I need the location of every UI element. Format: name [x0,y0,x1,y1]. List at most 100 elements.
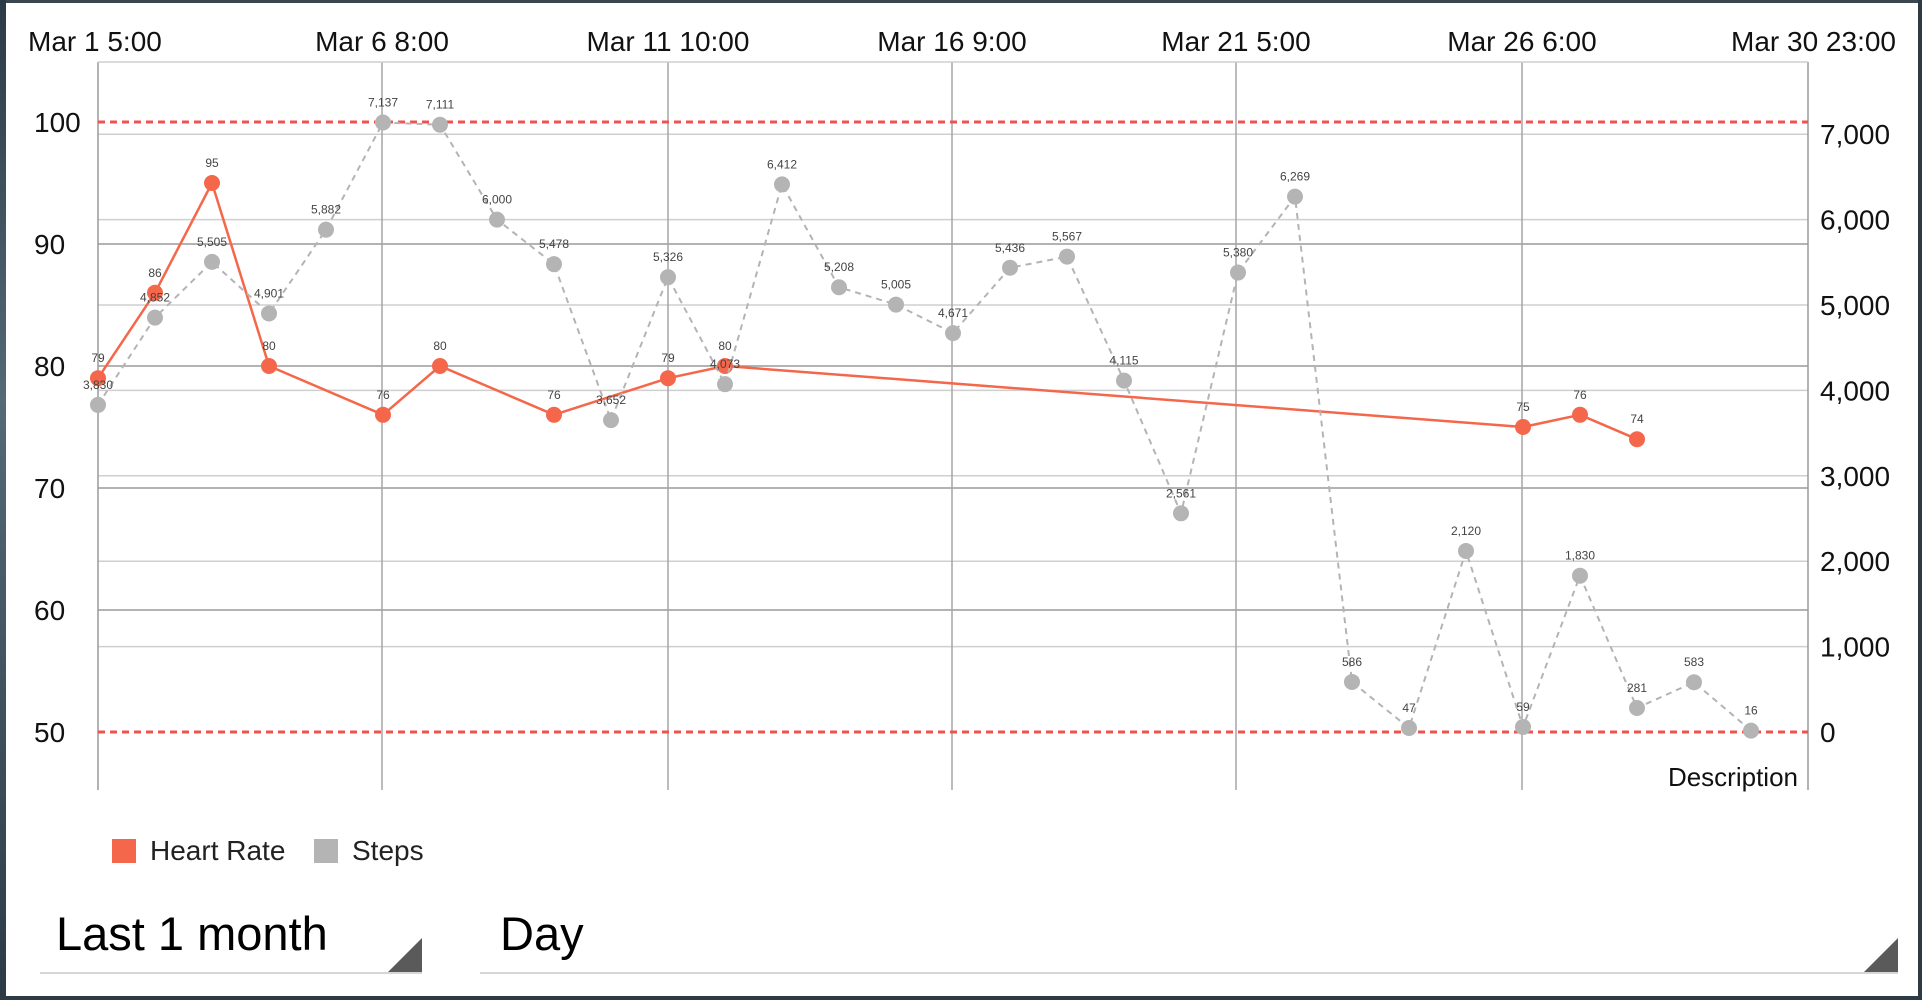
heart-rate-value-label-7: 79 [661,351,675,365]
steps-point-24 [1458,542,1474,559]
steps-value-label-14: 5,005 [881,278,911,292]
right-tick-label-7: 7,000 [1820,119,1890,150]
steps-value-label-20: 5,380 [1223,246,1253,260]
legend-label-heart-rate: Heart Rate [150,835,286,866]
heart-rate-value-label-3: 80 [262,339,276,353]
steps-value-label-17: 5,567 [1052,230,1082,244]
steps-value-label-5: 7,137 [368,96,398,110]
heart-rate-value-label-0: 79 [91,351,105,365]
chart-description: Description [1668,762,1798,792]
x-tick-label-3: Mar 16 9:00 [877,26,1026,57]
steps-point-25 [1515,718,1531,735]
steps-value-label-4: 5,882 [311,203,341,217]
steps-value-label-18: 4,115 [1109,354,1138,368]
steps-point-7 [489,211,505,228]
steps-value-label-9: 3,652 [596,393,626,407]
x-tick-label-2: Mar 11 10:00 [587,26,750,57]
steps-value-label-23: 47 [1402,701,1416,715]
left-tick-label-5: 100 [34,107,81,138]
steps-value-label-16: 5,436 [995,241,1025,255]
range-spinner[interactable]: Last 1 month [40,900,422,974]
right-tick-label-5: 5,000 [1820,290,1890,321]
steps-point-8 [546,256,562,273]
steps-point-3 [261,305,277,322]
legend-label-steps: Steps [352,835,424,866]
steps-point-5 [375,114,391,131]
steps-value-label-15: 4,671 [938,306,968,320]
steps-value-label-11: 4,073 [710,357,740,371]
range-spinner-dropdown-icon[interactable] [388,938,422,972]
steps-point-22 [1344,673,1360,690]
steps-point-19 [1173,505,1189,522]
steps-point-27 [1629,700,1645,717]
steps-point-4 [318,221,334,238]
steps-point-28 [1686,674,1702,691]
left-tick-label-4: 90 [34,229,65,260]
heart-rate-point-9 [1515,419,1531,435]
heart-rate-value-label-9: 75 [1516,400,1530,414]
window-edge-right [1918,0,1922,1000]
granularity-spinner[interactable]: Day [480,900,1898,974]
steps-point-23 [1401,719,1417,736]
legend-swatch-heart-rate [112,839,136,863]
steps-value-label-6: 7,111 [426,98,455,112]
steps-point-13 [831,279,847,296]
left-tick-label-0: 50 [34,717,65,748]
x-tick-label-0: Mar 1 5:00 [28,26,162,57]
heart-rate-point-10 [1572,406,1588,423]
steps-value-label-12: 6,412 [767,157,797,171]
right-tick-label-0: 0 [1820,717,1836,748]
x-tick-label-6: Mar 30 23:00 [1731,26,1896,57]
steps-point-11 [717,376,733,393]
steps-value-label-21: 6,269 [1280,170,1310,184]
steps-value-label-3: 4,901 [254,286,284,300]
right-tick-label-2: 2,000 [1820,546,1890,577]
window-edge-top [0,0,1922,3]
steps-point-6 [432,116,448,133]
steps-value-label-29: 16 [1744,704,1758,718]
heart-rate-point-6 [546,406,562,423]
legend-item-heart-rate: Heart Rate [112,831,285,871]
steps-value-label-13: 5,208 [824,260,854,274]
legend-item-steps: Steps [314,831,424,871]
steps-point-16 [1002,259,1018,276]
steps-value-label-27: 281 [1627,681,1647,695]
steps-value-label-24: 2,120 [1451,524,1481,538]
series-line-heart-rate [96,179,1638,441]
right-tick-label-3: 3,000 [1820,461,1890,492]
steps-point-20 [1230,264,1246,281]
steps-value-label-22: 586 [1342,655,1362,669]
left-tick-label-1: 60 [34,595,65,626]
heart-rate-point-2 [204,175,220,191]
steps-point-17 [1059,248,1075,265]
steps-point-29 [1743,722,1759,739]
heart-rate-value-label-5: 80 [433,339,447,353]
window-edge-bottom [0,996,1922,1000]
steps-value-label-19: 2,561 [1166,486,1196,500]
steps-value-label-0: 3,830 [83,378,113,392]
steps-point-26 [1572,567,1588,584]
window-edge-left [0,0,6,1000]
right-tick-label-1: 1,000 [1820,632,1890,663]
steps-value-label-2: 5,505 [197,235,227,249]
heart-rate-value-label-4: 76 [376,388,390,402]
steps-value-label-26: 1,830 [1565,549,1595,563]
right-tick-label-6: 6,000 [1820,205,1890,236]
steps-point-0 [90,396,106,413]
left-tick-label-2: 70 [34,473,65,504]
heart-rate-point-0 [90,370,106,387]
heart-rate-value-label-10: 76 [1573,388,1587,402]
steps-point-10 [660,269,676,286]
legend-swatch-steps [314,839,338,863]
heart-rate-point-11 [1629,431,1645,448]
heart-rate-value-label-6: 76 [547,388,561,402]
steps-point-14 [888,296,904,313]
steps-value-label-8: 5,478 [539,237,569,251]
x-tick-label-1: Mar 6 8:00 [315,26,449,57]
heart-rate-point-1 [147,284,163,301]
granularity-spinner-dropdown-icon[interactable] [1864,938,1898,972]
steps-value-label-10: 5,326 [653,250,683,264]
heart-rate-value-label-8: 80 [718,339,732,353]
granularity-spinner-value: Day [500,907,584,960]
